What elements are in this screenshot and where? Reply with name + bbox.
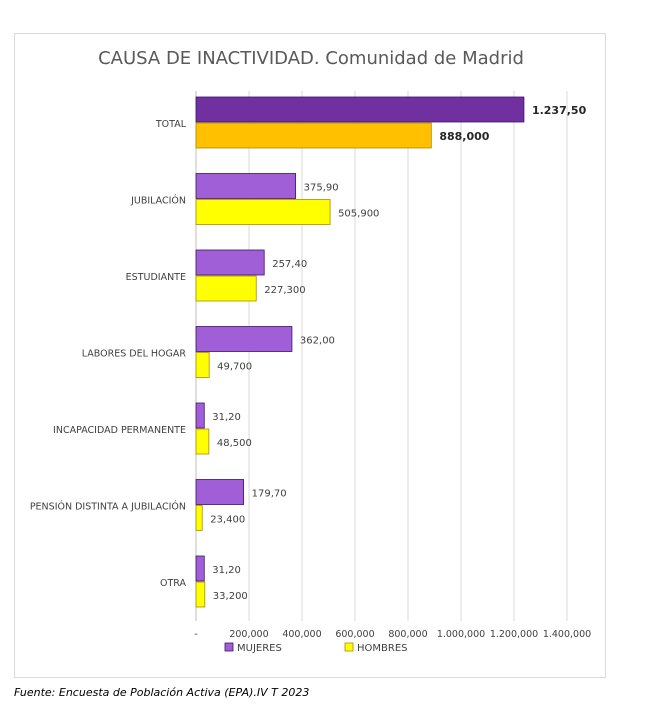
legend: MUJERES HOMBRES <box>224 642 408 654</box>
x-tick-label: 200,000 <box>229 629 268 640</box>
data-label: 1.237,50 <box>532 104 587 117</box>
x-tick-label: 600,000 <box>335 629 374 640</box>
data-label: 33,200 <box>213 591 248 602</box>
bar-hombres <box>195 275 257 302</box>
data-label: 257,40 <box>272 259 307 270</box>
category-label: ESTUDIANTE <box>126 272 186 283</box>
chart-frame: CAUSA DE INACTIVIDAD. Comunidad de Madri… <box>14 33 606 678</box>
bar-mujeres <box>195 402 205 429</box>
legend-swatch <box>224 642 234 652</box>
bar-mujeres <box>195 555 205 582</box>
x-tick-label: 400,000 <box>282 629 321 640</box>
legend-label: HOMBRES <box>357 643 408 654</box>
category-label: JUBILACIÓN <box>130 195 186 207</box>
data-label: 888,000 <box>439 130 489 143</box>
x-tick-label: 1.000,000 <box>437 629 485 640</box>
gridlines <box>195 91 568 621</box>
legend-swatch <box>344 642 354 652</box>
bars <box>195 96 525 608</box>
category-labels: TOTAL JUBILACIÓN ESTUDIANTE LABORES DEL HOG… <box>30 119 187 589</box>
bar-chart: CAUSA DE INACTIVIDAD. Comunidad de Madri… <box>30 48 591 654</box>
data-label: 49,700 <box>217 362 252 373</box>
x-tick-label: 1.200,000 <box>490 629 538 640</box>
category-label: INCAPACIDAD PERMANENTE <box>53 425 186 436</box>
data-label: 227,300 <box>264 285 305 296</box>
category-label: PENSIÓN DISTINTA A JUBILACIÓN <box>30 501 186 513</box>
category-label: LABORES DEL HOGAR <box>82 349 187 360</box>
data-label: 31,20 <box>212 412 241 423</box>
data-label: 48,500 <box>217 438 252 449</box>
source-note: Fuente: Encuesta de Población Activa (EP… <box>14 686 310 699</box>
category-label: OTRA <box>160 578 186 589</box>
bar-mujeres <box>195 326 293 352</box>
bar-hombres <box>195 122 432 149</box>
category-label: TOTAL <box>155 119 187 130</box>
data-labels: 1.237,50 888,000 375,90 505,900 257,40 227,30… <box>210 104 586 602</box>
bar-mujeres <box>195 173 297 199</box>
x-tick-label: 1.400,000 <box>543 629 591 640</box>
bar-hombres <box>195 428 210 455</box>
bar-hombres <box>195 352 210 378</box>
data-label: 505,900 <box>338 209 379 220</box>
chart-title: CAUSA DE INACTIVIDAD. Comunidad de Madri… <box>98 48 524 69</box>
x-tick-label: 800,000 <box>388 629 427 640</box>
bar-mujeres <box>195 249 265 276</box>
x-axis-ticks: - 200,000 400,000 600,000 800,000 1.000,000 1.… <box>194 629 591 640</box>
data-label: 31,20 <box>212 565 241 576</box>
data-label: 362,00 <box>300 336 335 347</box>
data-label: 23,400 <box>210 515 245 526</box>
bar-hombres <box>195 505 203 531</box>
bar-hombres <box>195 581 206 608</box>
legend-label: MUJERES <box>237 643 282 654</box>
bar-hombres <box>195 199 331 225</box>
x-tick-label: - <box>194 629 197 640</box>
bar-mujeres <box>195 479 245 505</box>
data-label: 179,70 <box>252 489 287 500</box>
bar-mujeres <box>195 96 525 123</box>
data-label: 375,90 <box>304 183 339 194</box>
